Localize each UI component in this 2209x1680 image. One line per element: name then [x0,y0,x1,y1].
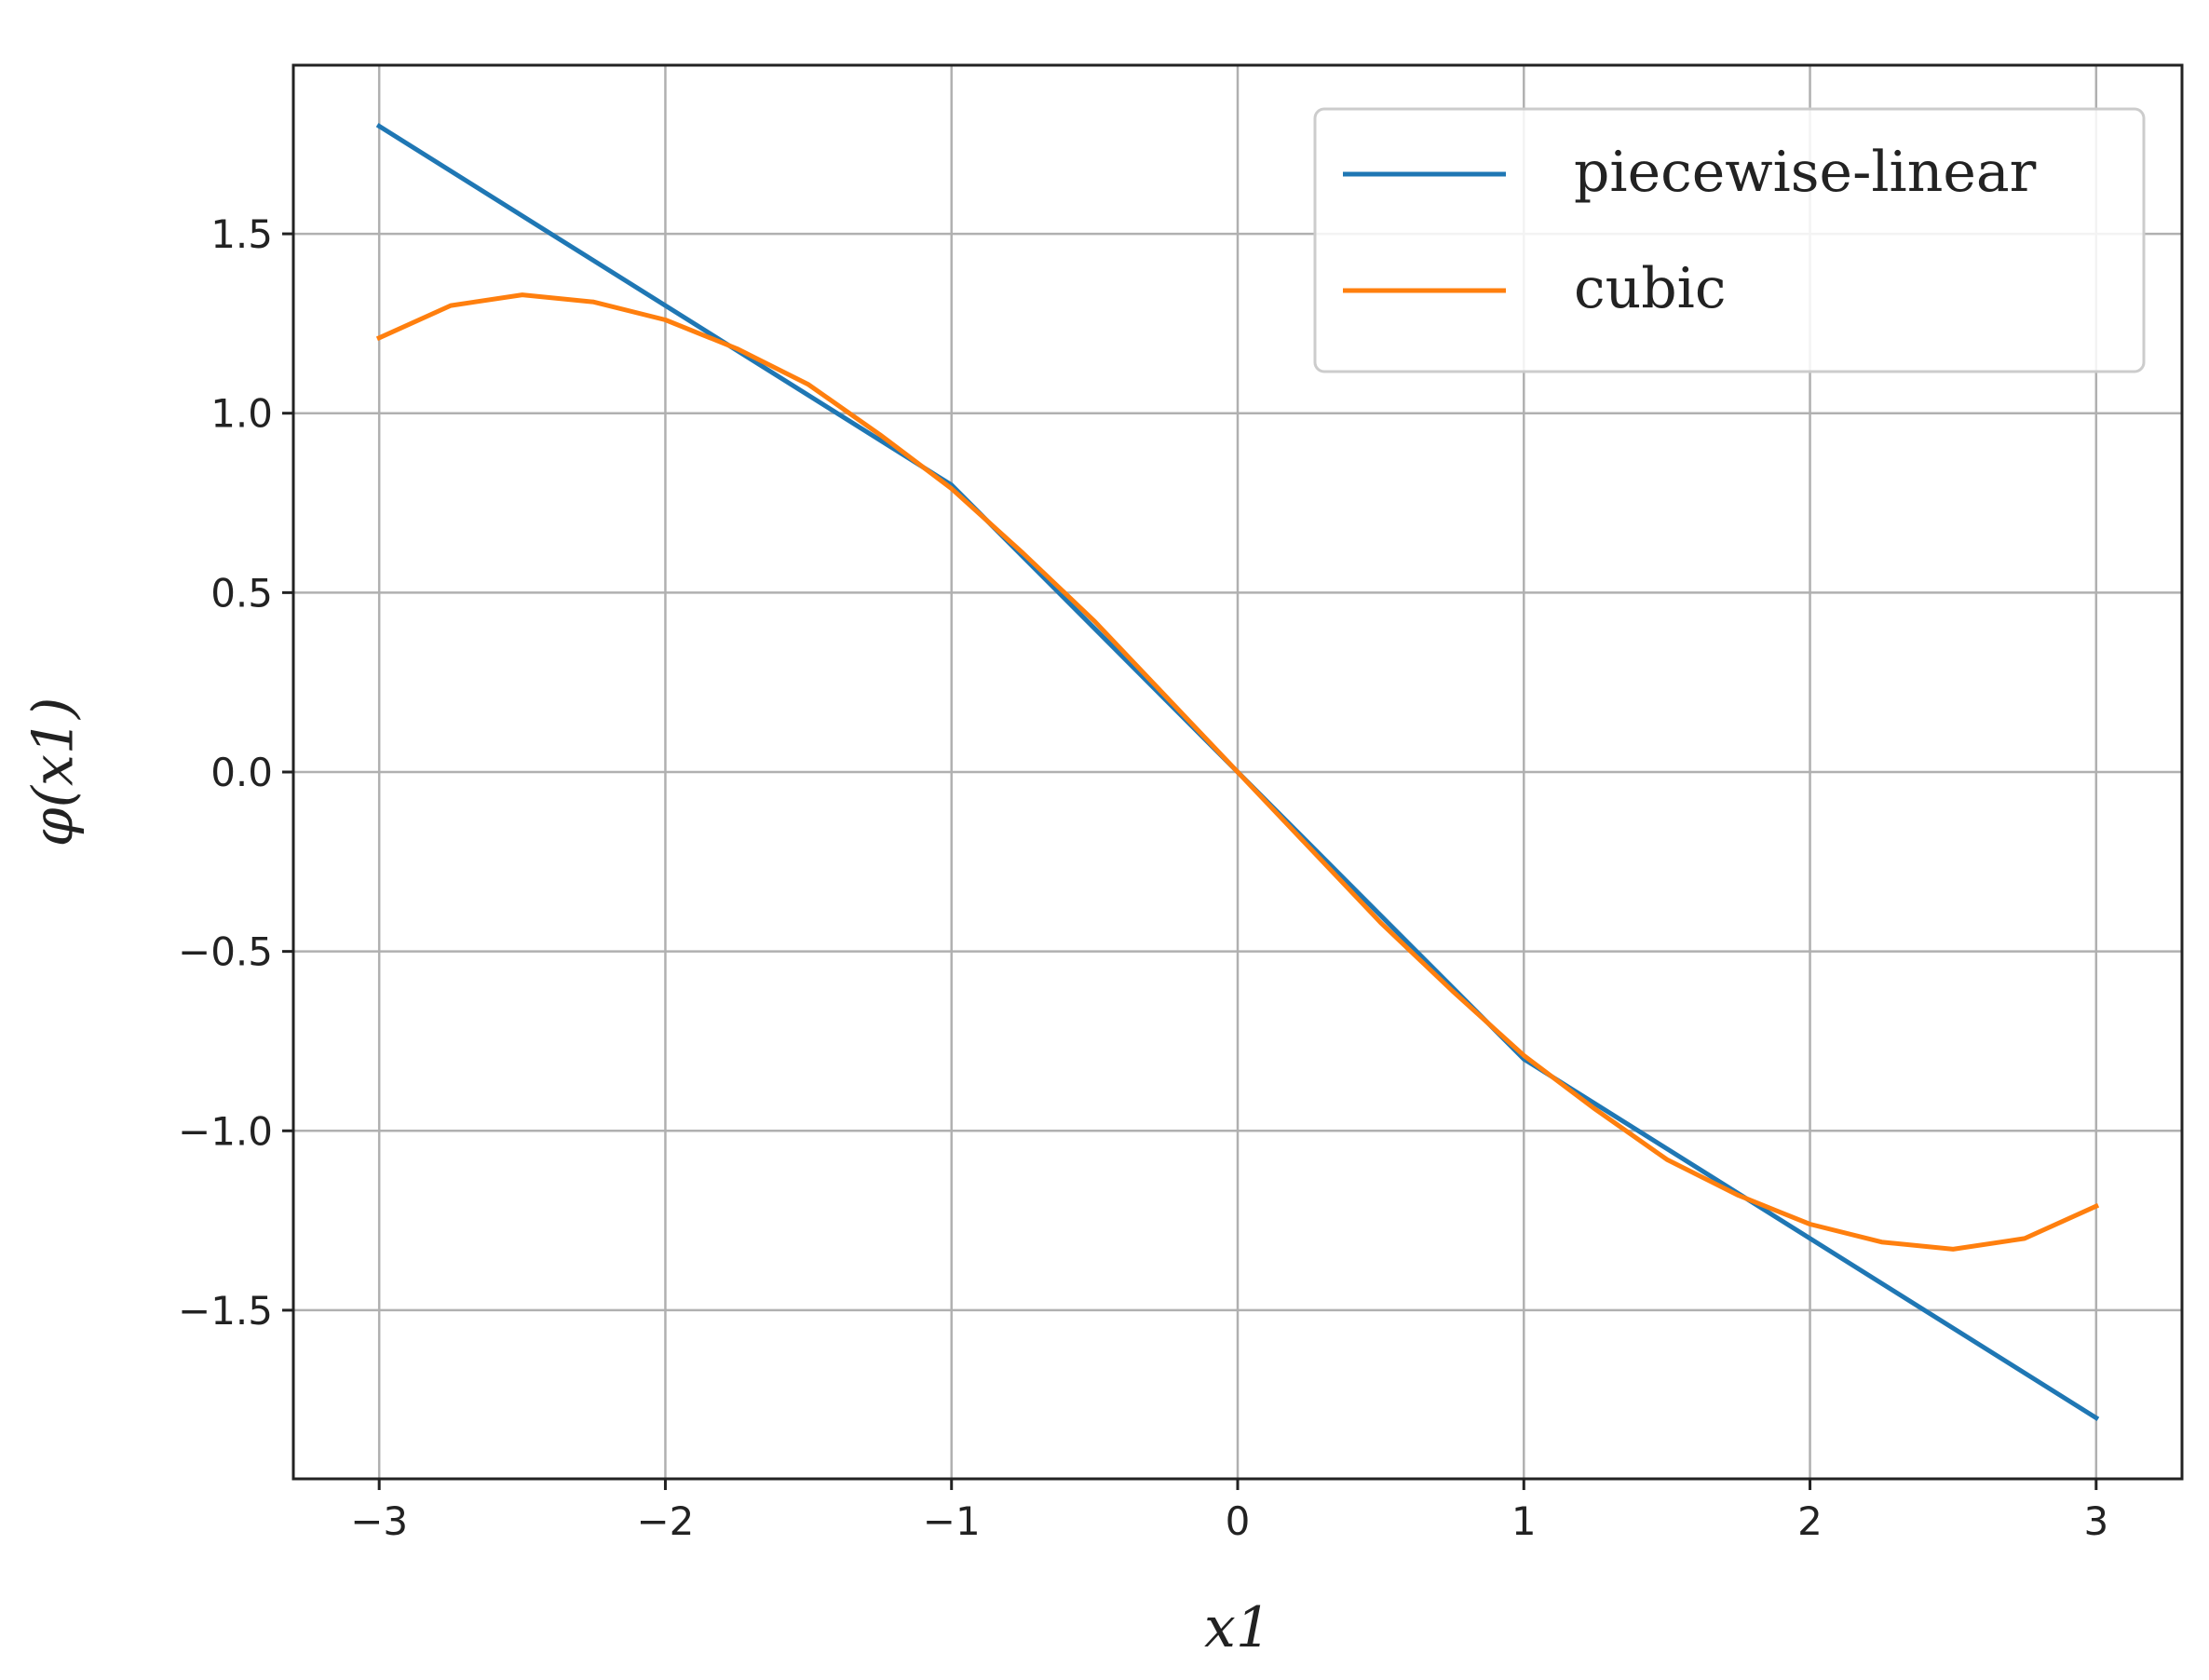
y-tick-label: 0.5 [210,570,273,616]
y-tick-label: 1.5 [210,211,273,257]
y-axis-label: φ(x1) [21,698,87,847]
legend-label: piecewise-linear [1574,140,2037,205]
axis-ticks: −3 −2 −1 0 1 2 3 −1.5 −1.0 −0.5 0.0 0.5 1.0 1.5 [178,211,2108,1544]
y-tick-label: 0.0 [210,750,273,795]
x-tick-label: −2 [636,1498,694,1544]
x-axis-label: x1 [1204,1595,1271,1660]
x-tick-label: −1 [923,1498,981,1544]
y-tick-label: 1.0 [210,391,273,437]
x-tick-label: 2 [1797,1498,1823,1544]
series-line-cubic [375,292,2100,1252]
legend-box [1313,107,2146,373]
plot-series [375,123,2100,1421]
x-tick-label: 3 [2083,1498,2108,1544]
y-tick-label: −0.5 [178,929,273,975]
y-tick-label: −1.0 [178,1108,273,1154]
x-tick-label: 1 [1511,1498,1537,1544]
legend: piecewise-linear cubic [1313,107,2146,373]
x-tick-label: −3 [350,1498,408,1544]
y-tick-label: −1.5 [178,1288,273,1334]
legend-label: cubic [1574,256,1726,321]
x-tick-label: 0 [1226,1498,1251,1544]
